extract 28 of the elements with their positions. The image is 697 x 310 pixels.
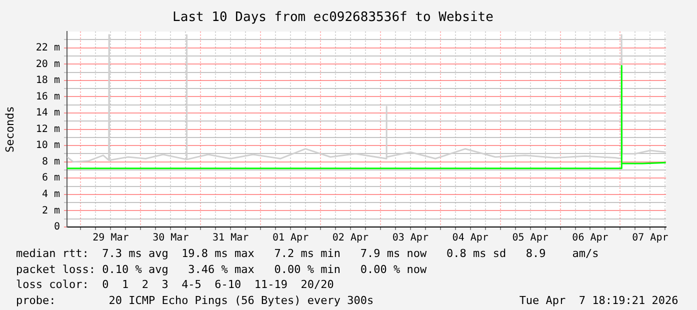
- text: median rtt: 7.3 ms avg 19.8 ms max 7.2 ms min 7.9 ms now 0.8 ms sd 8.9 am/s: [16, 246, 600, 262]
- x-tick-label: 02 Apr: [332, 232, 369, 244]
- x-tick-label: 04 Apr: [452, 232, 488, 244]
- x-tick-label: 30 Mar: [152, 232, 189, 244]
- x-tick-label: 07 Apr: [632, 232, 668, 244]
- text: probe: 20 ICMP Echo Pings (56 Bytes) every 300s Tue Apr 7 18:19:21 2026: [16, 292, 678, 308]
- y-tick-label: 10 m: [36, 140, 60, 152]
- x-tick-label: 01 Apr: [272, 232, 309, 244]
- y-tick-label: 20 m: [36, 58, 60, 70]
- y-axis-title: Seconds: [3, 106, 16, 152]
- x-tick-label: 29 Mar: [92, 232, 129, 244]
- x-tick-label: 05 Apr: [512, 232, 548, 244]
- y-tick-label: 18 m: [36, 75, 60, 86]
- y-tick-label: 12 m: [36, 124, 60, 135]
- y-tick-label: 6 m: [42, 172, 60, 184]
- x-tick-label: 03 Apr: [392, 232, 428, 244]
- y-tick-label: 2 m: [42, 205, 60, 216]
- x-tick-label: 31 Mar: [212, 232, 249, 244]
- y-tick-label: 16 m: [36, 91, 60, 102]
- y-tick-label: 14 m: [36, 108, 60, 119]
- y-tick-label: 0: [54, 222, 60, 233]
- text: loss color: 0 1 2 3 4-5 6-10 11-19 20/20: [16, 277, 335, 292]
- y-tick-label: 8 m: [42, 156, 60, 168]
- chart-title: Last 10 Days from ec092683536f to Website: [172, 10, 494, 26]
- text: packet loss: 0.10 % avg 3.46 % max 0.00 % min 0.00 % now: [16, 262, 428, 277]
- y-tick-label: 22 m: [36, 42, 60, 54]
- x-tick-label: 06 Apr: [572, 232, 608, 244]
- y-tick-label: 4 m: [42, 189, 60, 200]
